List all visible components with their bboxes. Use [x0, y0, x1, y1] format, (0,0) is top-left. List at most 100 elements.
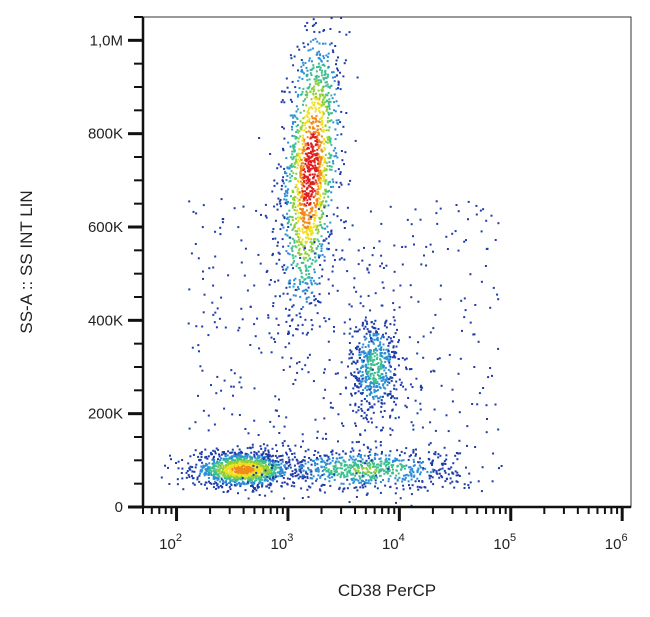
scatter-point-1475: [319, 144, 322, 147]
scatter-point-1570: [368, 401, 371, 404]
y-tick-label: 1,0M: [90, 32, 123, 49]
scatter-point-1405: [336, 122, 339, 125]
scatter-point-4310: [316, 300, 319, 303]
scatter-point-3898: [223, 407, 226, 410]
scatter-point-4091: [415, 377, 418, 380]
scatter-point-3934: [388, 378, 391, 381]
scatter-point-379: [307, 371, 310, 374]
scatter-point-1777: [356, 378, 359, 381]
scatter-point-1044: [286, 194, 289, 197]
scatter-point-3073: [228, 456, 231, 459]
scatter-point-3211: [325, 466, 328, 469]
scatter-point-3529: [307, 496, 310, 498]
scatter-point-4316: [291, 318, 294, 321]
scatter-point-2389: [213, 467, 216, 470]
scatter-point-1292: [287, 332, 290, 335]
scatter-point-1827: [361, 364, 364, 367]
scatter-point-1616: [369, 377, 372, 380]
scatter-point-1109: [322, 98, 324, 101]
scatter-point-3278: [422, 461, 424, 463]
scatter-point-3985: [316, 430, 319, 433]
scatter-point-4207: [382, 267, 385, 269]
scatter-point-1689: [381, 373, 384, 376]
scatter-point-3110: [226, 454, 229, 457]
scatter-point-2537: [180, 472, 183, 474]
scatter-point-2988: [177, 460, 180, 463]
scatter-point-1282: [291, 134, 294, 137]
scatter-point-928: [303, 289, 306, 292]
scatter-point-2461: [213, 474, 216, 477]
scatter-point-3005: [244, 463, 247, 466]
scatter-point-4211: [335, 248, 338, 251]
scatter-point-3055: [193, 470, 196, 473]
scatter-point-2924: [211, 462, 214, 465]
scatter-point-3506: [380, 468, 383, 471]
scatter-point-3497: [304, 470, 307, 473]
scatter-point-3392: [327, 475, 330, 478]
scatter-point-3160: [264, 461, 267, 463]
scatter-point-4242: [435, 212, 438, 215]
scatter-point-639: [281, 126, 284, 128]
scatter-point-1911: [359, 295, 362, 298]
scatter-point-4116: [231, 413, 234, 416]
scatter-point-3799: [444, 463, 447, 465]
scatter-point-4134: [207, 334, 210, 337]
scatter-point-3258: [382, 479, 384, 481]
scatter-point-75: [332, 121, 335, 124]
scatter-point-3484: [366, 468, 369, 471]
scatter-point-1059: [308, 276, 310, 278]
scatter-point-877: [301, 243, 304, 246]
scatter-point-1644: [389, 323, 392, 326]
scatter-point-2270: [198, 474, 201, 477]
scatter-point-439: [323, 317, 326, 320]
scatter-point-2913: [193, 483, 196, 486]
scatter-point-304: [292, 155, 295, 158]
scatter-point-362: [329, 112, 332, 115]
scatter-point-2181: [229, 481, 231, 484]
scatter-point-3580: [438, 472, 441, 475]
scatter-point-4298: [387, 350, 390, 353]
scatter-point-1237: [278, 258, 281, 261]
y-axis-title: SS-A :: SS INT LIN: [17, 190, 36, 333]
scatter-point-972: [271, 190, 274, 193]
scatter-point-2767: [270, 473, 273, 476]
scatter-point-3316: [315, 478, 318, 481]
scatter-point-1020: [320, 74, 323, 77]
scatter-point-1917: [379, 347, 382, 350]
scatter-point-7: [335, 63, 337, 66]
scatter-point-3759: [332, 457, 335, 459]
scatter-point-4097: [247, 432, 250, 435]
scatter-point-3266: [398, 459, 401, 462]
scatter-point-788: [315, 166, 317, 169]
scatter-point-4214: [367, 455, 370, 457]
scatter-point-1152: [298, 312, 301, 315]
scatter-point-132: [298, 229, 301, 232]
scatter-point-2762: [218, 472, 221, 475]
scatter-point-4185: [497, 298, 500, 301]
scatter-point-3038: [266, 453, 269, 456]
scatter-point-364: [303, 203, 306, 206]
scatter-point-783: [339, 121, 342, 124]
scatter-point-99: [313, 175, 315, 178]
scatter-point-1164: [304, 158, 307, 161]
scatter-point-999: [305, 296, 308, 299]
scatter-point-1866: [383, 357, 386, 360]
scatter-point-1741: [377, 339, 379, 342]
scatter-point-2203: [218, 455, 221, 458]
scatter-point-436: [335, 88, 338, 91]
scatter-point-1693: [364, 319, 367, 322]
scatter-point-4045: [494, 239, 497, 241]
scatter-point-2830: [287, 444, 290, 447]
scatter-point-2142: [268, 486, 271, 489]
scatter-point-3056: [235, 475, 238, 478]
scatter-point-794: [306, 69, 309, 72]
scatter-point-3594: [334, 464, 337, 467]
scatter-point-1757: [385, 378, 387, 381]
scatter-point-4382: [287, 226, 290, 228]
scatter-point-1440: [292, 294, 295, 297]
scatter-point-1179: [303, 193, 306, 196]
scatter-point-2668: [269, 469, 272, 472]
scatter-point-4296: [463, 240, 466, 243]
scatter-point-1793: [357, 406, 360, 409]
